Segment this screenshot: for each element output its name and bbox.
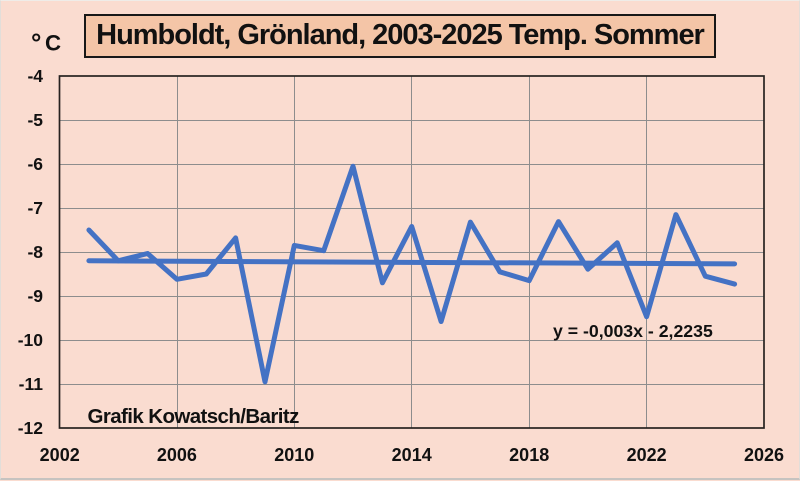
svg-text:2018: 2018 bbox=[509, 445, 549, 465]
svg-text:2006: 2006 bbox=[157, 445, 197, 465]
svg-text:2014: 2014 bbox=[392, 445, 432, 465]
svg-text:2022: 2022 bbox=[627, 445, 667, 465]
svg-text:-9: -9 bbox=[27, 286, 43, 306]
svg-text:-11: -11 bbox=[19, 374, 44, 394]
svg-text:-5: -5 bbox=[27, 110, 43, 130]
svg-text:2026: 2026 bbox=[744, 445, 784, 465]
svg-text:-8: -8 bbox=[27, 242, 43, 262]
svg-text:-6: -6 bbox=[27, 154, 43, 174]
svg-text:C: C bbox=[45, 31, 61, 56]
svg-text:-12: -12 bbox=[18, 418, 44, 438]
svg-text:Grafik Kowatsch/Baritz: Grafik Kowatsch/Baritz bbox=[88, 405, 300, 428]
svg-text:y = -0,003x - 2,2235: y = -0,003x - 2,2235 bbox=[553, 321, 713, 341]
svg-text:°: ° bbox=[31, 27, 41, 57]
svg-text:-7: -7 bbox=[27, 198, 43, 218]
svg-text:2010: 2010 bbox=[274, 445, 314, 465]
svg-text:-10: -10 bbox=[18, 330, 44, 350]
svg-text:-4: -4 bbox=[27, 66, 43, 86]
svg-text:2002: 2002 bbox=[40, 445, 80, 465]
